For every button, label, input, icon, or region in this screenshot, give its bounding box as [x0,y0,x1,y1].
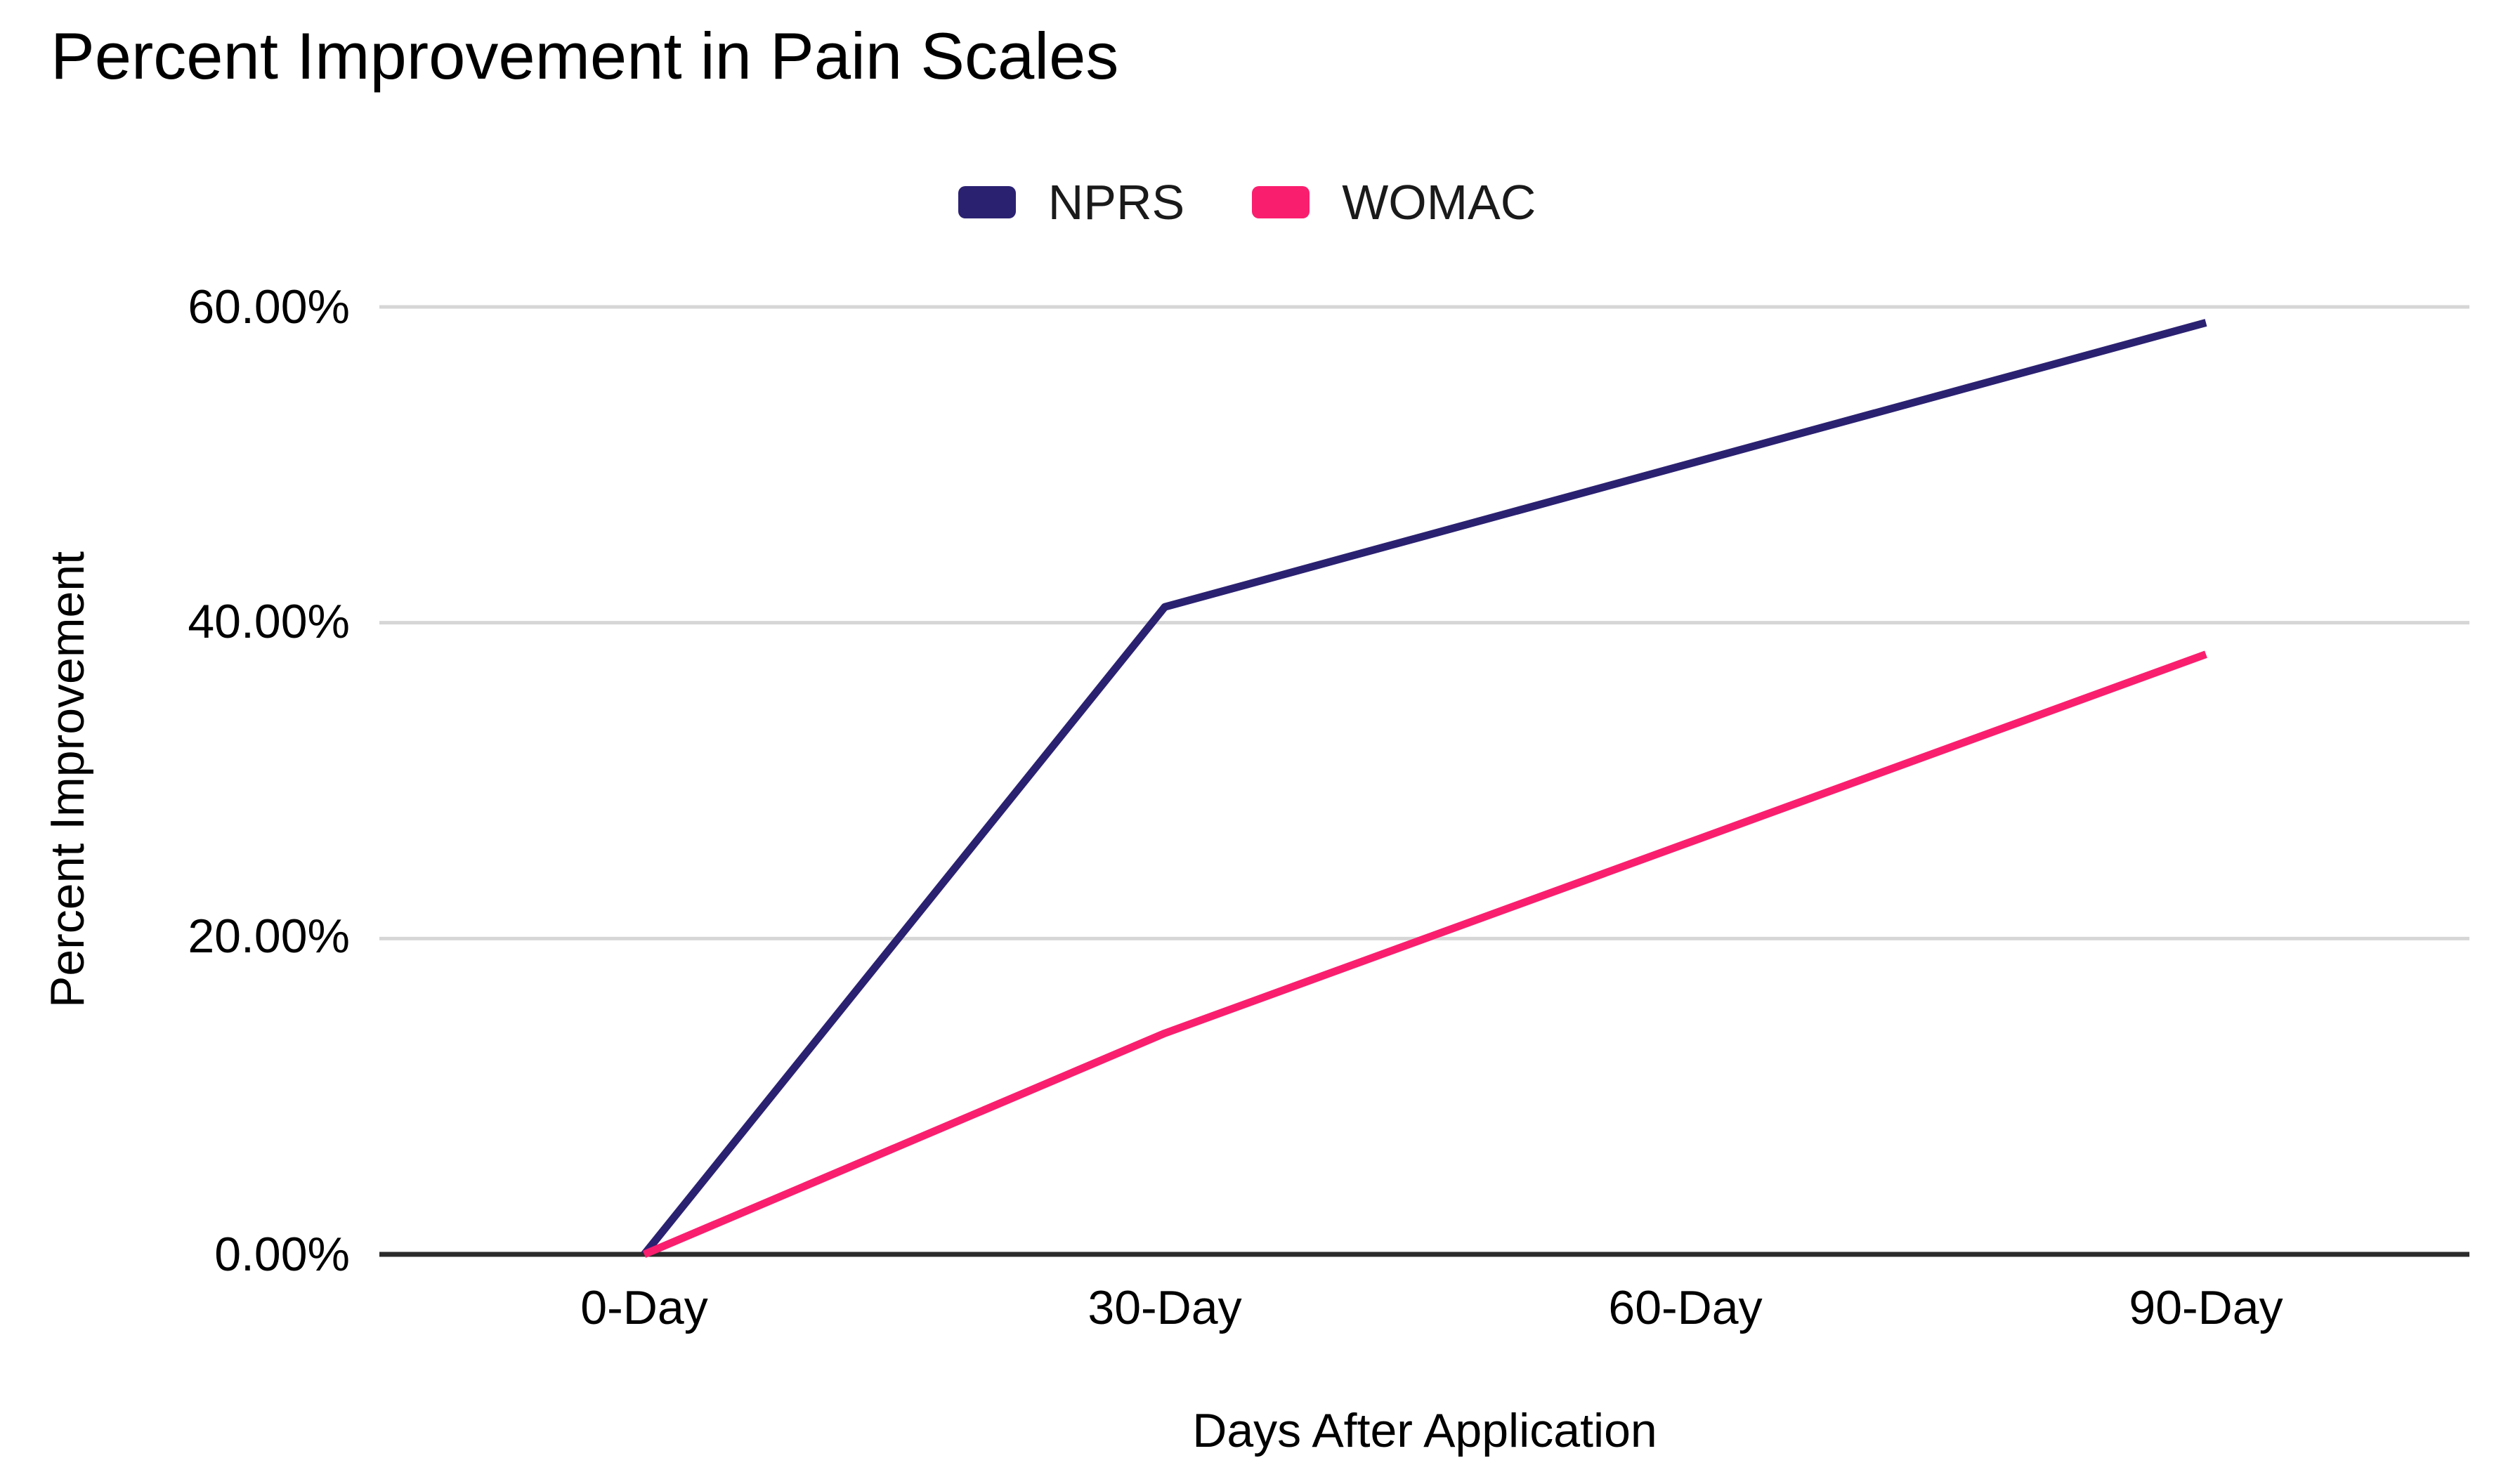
ytick-label-60: 60.00% [188,280,350,334]
x-axis-title: Days After Application [1192,1404,1657,1457]
y-axis-title: Percent Improvement [41,551,94,1009]
legend-item-womac: WOMAC [1252,174,1536,230]
chart-title: Percent Improvement in Pain Scales [51,19,1119,93]
series-group [641,319,2207,1259]
ytick-label-40: 40.00% [188,595,350,648]
series-line-nprs [641,319,2207,1257]
gridlines-group [379,305,2469,1257]
xtick-label-90day: 90-Day [2129,1281,2283,1334]
series-line-womac [642,650,2207,1259]
legend-label-womac: WOMAC [1342,175,1536,230]
ytick-label-20: 20.00% [188,910,350,963]
xtick-label-30day: 30-Day [1088,1281,1242,1334]
nprs-series-swatch [958,186,1016,218]
legend-label-nprs: NPRS [1047,175,1185,230]
ytick-label-0: 0.00% [214,1228,350,1281]
legend: NPRS WOMAC [0,174,2494,230]
legend-item-nprs: NPRS [958,174,1184,230]
xtick-label-0day: 0-Day [580,1281,708,1334]
womac-series-swatch [1252,186,1310,218]
xtick-label-60day: 60-Day [1608,1281,1763,1334]
